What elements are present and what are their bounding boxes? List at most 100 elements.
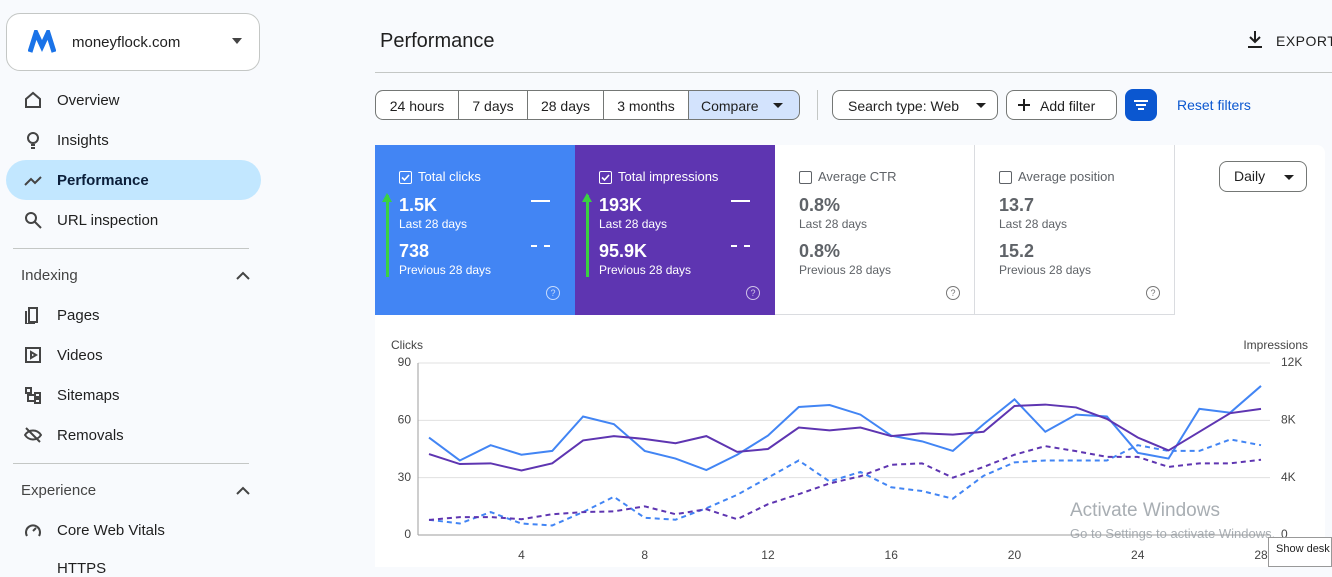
metric-card[interactable]: Total clicks 1.5K Last 28 days 738 Previous … xyxy=(375,145,575,315)
nav-item[interactable]: Sitemaps xyxy=(57,387,120,404)
nav-item[interactable]: Videos xyxy=(57,347,103,364)
caret xyxy=(976,103,986,108)
y2-tick-label: 8K xyxy=(1281,413,1296,427)
metric-card[interactable]: Average position 13.7 Last 28 days 15.2 Prev… xyxy=(975,145,1175,315)
x-tick-label: 12 xyxy=(761,548,775,562)
search-type-button[interactable]: Search type: Web xyxy=(832,90,998,120)
section-title[interactable]: Experience xyxy=(21,482,97,499)
trend-arrow xyxy=(586,195,589,277)
checkbox xyxy=(599,171,612,184)
metric-period: Last 28 days xyxy=(799,217,868,231)
separator xyxy=(817,90,818,120)
x-tick-label: 8 xyxy=(641,548,648,562)
x-tick-label: 24 xyxy=(1131,548,1145,562)
reset-filters[interactable]: Reset filters xyxy=(1177,97,1251,113)
nav-item[interactable]: Removals xyxy=(57,427,124,444)
granularity-select[interactable]: Daily xyxy=(1219,161,1307,192)
nav-item[interactable]: Performance xyxy=(57,172,149,189)
check xyxy=(601,174,610,182)
help-icon[interactable]: ? xyxy=(946,286,960,300)
icon xyxy=(25,307,38,324)
plus-icon xyxy=(1018,99,1030,111)
x-tick-label: 28 xyxy=(1254,548,1268,562)
range-button[interactable]: 3 months xyxy=(603,90,689,120)
range-button[interactable]: 7 days xyxy=(458,90,528,120)
filter-icon xyxy=(1134,100,1148,110)
y2-tick-label: 12K xyxy=(1281,355,1302,369)
export-button[interactable]: EXPORT xyxy=(1276,33,1332,49)
nav-item[interactable]: HTTPS xyxy=(57,560,107,577)
help-icon[interactable]: ? xyxy=(746,286,760,300)
metric-label: Average position xyxy=(1018,169,1115,184)
compare-button[interactable]: Compare xyxy=(688,90,800,120)
export-icon xyxy=(1248,31,1262,48)
line-legend-dashed xyxy=(731,245,750,247)
range-button[interactable]: 24 hours xyxy=(375,90,459,120)
metric-card[interactable]: Average CTR 0.8% Last 28 days 0.8% Previous … xyxy=(775,145,975,315)
y-tick-label: 30 xyxy=(398,470,412,484)
metric-period: Previous 28 days xyxy=(599,263,692,277)
metric-period: Last 28 days xyxy=(399,217,468,231)
metric-period: Previous 28 days xyxy=(799,263,892,277)
metric-label: Total impressions xyxy=(618,169,719,184)
current-line xyxy=(428,385,1262,472)
trend-arrow xyxy=(386,195,389,277)
y-tick-label: 0 xyxy=(404,527,411,541)
page-title: Performance xyxy=(380,30,495,52)
nav-item[interactable]: Insights xyxy=(57,132,109,149)
current-line xyxy=(428,403,1262,472)
checkbox xyxy=(399,171,412,184)
metric-card[interactable]: Total impressions 193K Last 28 days 95.9K Pr… xyxy=(575,145,775,315)
chevron xyxy=(236,486,250,495)
line-legend-dashed xyxy=(531,245,550,247)
watermark-title: Activate Windows xyxy=(1070,500,1220,521)
nav-item[interactable]: Overview xyxy=(57,92,120,109)
icon xyxy=(24,176,42,186)
previous-line xyxy=(428,445,1262,521)
caret xyxy=(232,38,242,44)
x-tick-label: 16 xyxy=(885,548,899,562)
icon xyxy=(25,387,41,404)
divider xyxy=(375,72,1332,73)
x-tick-label: 4 xyxy=(518,548,525,562)
caret xyxy=(1284,175,1294,180)
previous-line xyxy=(428,438,1262,527)
nav-item[interactable]: Pages xyxy=(57,307,100,324)
metric-label: Average CTR xyxy=(818,169,897,184)
y-tick-label: 90 xyxy=(398,355,412,369)
range-button[interactable]: 28 days xyxy=(527,90,604,120)
metric-previous: 0.8% xyxy=(799,241,841,261)
y-tick-label: 60 xyxy=(398,413,412,427)
icon xyxy=(25,524,41,537)
caret xyxy=(773,103,783,108)
section-title[interactable]: Indexing xyxy=(21,267,78,284)
metric-previous: 738 xyxy=(399,241,430,261)
metric-label: Total clicks xyxy=(418,169,481,184)
help-icon[interactable]: ? xyxy=(546,286,560,300)
metric-period: Previous 28 days xyxy=(999,263,1092,277)
check xyxy=(401,174,410,182)
metric-period: Last 28 days xyxy=(599,217,668,231)
icon xyxy=(24,427,42,443)
icon xyxy=(25,347,41,363)
metric-current: 0.8% xyxy=(799,195,841,215)
y2-tick-label: 4K xyxy=(1281,470,1296,484)
help-icon[interactable]: ? xyxy=(1146,286,1160,300)
nav-item[interactable]: URL inspection xyxy=(57,212,159,229)
show-desktop[interactable]: Show desk xyxy=(1268,537,1332,567)
x-tick-label: 20 xyxy=(1008,548,1022,562)
add-filter-button[interactable]: Add filter xyxy=(1006,90,1117,120)
chevron xyxy=(236,271,250,280)
icon xyxy=(25,91,41,108)
chart: Clicks Impressions 0 30 60 90 0 4K 8K 12K 4 8 12 16… xyxy=(391,338,1308,562)
site-name: moneyflock.com xyxy=(72,34,181,51)
checkbox xyxy=(799,171,812,184)
line-legend-solid xyxy=(531,200,550,202)
divider xyxy=(13,248,249,249)
metric-current: 13.7 xyxy=(999,195,1035,215)
nav-item[interactable]: Core Web Vitals xyxy=(57,522,165,539)
y-axis-label: Clicks xyxy=(391,338,423,352)
metric-period: Last 28 days xyxy=(999,217,1068,231)
y2-axis-label: Impressions xyxy=(1243,338,1308,352)
